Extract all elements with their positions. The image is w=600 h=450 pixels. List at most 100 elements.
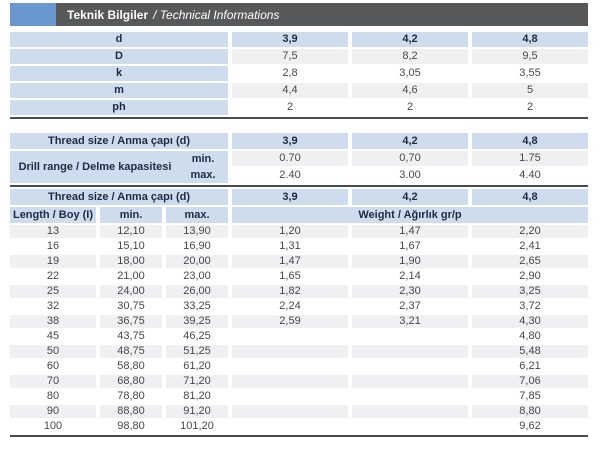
dimension-row: m 4,4 4,6 5 [10,83,588,98]
length-value: 32 [10,300,96,313]
weight-row: 50 48,75 51,25 5,48 [10,345,588,358]
length-max-value: 20,00 [166,255,228,268]
length-min-value: 78,80 [100,390,162,403]
dimension-value: 4,4 [232,83,348,98]
thread-size-row: Thread size / Anma çapı (d) 3,9 4,2 4,8 [10,133,588,149]
dimension-value: 2,8 [232,66,348,81]
dimension-value: 9,5 [472,49,588,64]
weight-row: 70 68,80 71,20 7,06 [10,375,588,388]
length-min-value: 88,80 [100,405,162,418]
weight-row: 45 43,75 46,25 4,80 [10,330,588,343]
length-max-value: 26,00 [166,285,228,298]
length-max-value: 39,25 [166,315,228,328]
weight-row: 90 88,80 91,20 8,80 [10,405,588,418]
length-value: 25 [10,285,96,298]
length-value: 22 [10,270,96,283]
length-value: 60 [10,360,96,373]
weight-value: 1,90 [352,255,468,268]
length-value: 38 [10,315,96,328]
thread-size-value: 4,2 [352,133,468,149]
weight-value [352,405,468,418]
dimension-value: 4,6 [352,83,468,98]
weight-row: 80 78,80 81,20 7,85 [10,390,588,403]
length-value: 45 [10,330,96,343]
length-min-value: 30,75 [100,300,162,313]
weight-row: 38 36,75 39,25 2,59 3,21 4,30 [10,315,588,328]
dimension-label: m [10,83,228,98]
dimension-row: k 2,8 3,05 3,55 [10,66,588,81]
length-max-value: 71,20 [166,375,228,388]
length-value: 19 [10,255,96,268]
weight-columns-row: Length / Boy (I) min. max. Weight / Ağır… [10,207,588,223]
section-gap [6,119,592,131]
weight-value: 1,82 [232,285,348,298]
weight-value [232,345,348,358]
weight-value [232,390,348,403]
dimension-value: 3,05 [352,66,468,81]
weight-value [232,375,348,388]
weight-value [352,390,468,403]
thread-size-value: 4,2 [352,189,468,205]
length-min-value: 12,10 [100,225,162,238]
length-min-value: 98,80 [100,420,162,433]
weight-value: 7,85 [472,390,588,403]
drill-range-label-cell: Drill range / Delme kapasitesi min. max. [10,151,228,183]
weight-value: 9,62 [472,420,588,433]
weight-value: 2,37 [352,300,468,313]
max-column-header: max. [166,207,228,223]
length-max-value: 16,90 [166,240,228,253]
thread-size-value: 4,8 [472,189,588,205]
dimensions-table: d 3,9 4,2 4,8 D 7,5 8,2 9,5 k 2,8 3,05 3… [6,30,592,117]
drill-min-value: 0.70 [232,151,348,166]
length-max-value: 46,25 [166,330,228,343]
weight-value: 1,20 [232,225,348,238]
weight-row: 60 58,80 61,20 6,21 [10,360,588,373]
dimension-value: 3,9 [232,32,348,47]
weight-value [352,360,468,373]
weight-value: 1,47 [352,225,468,238]
weight-value: 1,65 [232,270,348,283]
length-min-value: 68,80 [100,375,162,388]
weight-value [232,420,348,433]
thread-size-label: Thread size / Anma çapı (d) [10,133,228,149]
max-label: max. [190,168,216,181]
divider-line-middle [10,185,588,187]
length-max-value: 101,20 [166,420,228,433]
divider-line-bottom [10,435,588,437]
length-max-value: 33,25 [166,300,228,313]
title-turkish: Teknik Bilgiler [67,7,149,22]
thread-size-label: Thread size / Anma çapı (d) [10,189,228,205]
weight-value: 1,31 [232,240,348,253]
length-min-value: 58,80 [100,360,162,373]
drill-range-table: Thread size / Anma çapı (d) 3,9 4,2 4,8 … [6,131,592,185]
drill-max-value: 3.00 [352,168,468,183]
drill-min-row: Drill range / Delme kapasitesi min. max.… [10,151,588,183]
drill-max-value: 4.40 [472,168,588,183]
weight-value: 4,80 [472,330,588,343]
length-min-value: 36,75 [100,315,162,328]
min-label: min. [191,153,215,166]
weight-row: 19 18,00 20,00 1,47 1,90 2,65 [10,255,588,268]
dimension-label: k [10,66,228,81]
weight-value [352,345,468,358]
weight-value [232,330,348,343]
weight-value: 2,14 [352,270,468,283]
weight-value: 2,65 [472,255,588,268]
dimension-value: 3,55 [472,66,588,81]
weight-value: 5,48 [472,345,588,358]
weight-value: 2,30 [352,285,468,298]
page-title: Teknik Bilgiler / Technical Informations [56,3,588,26]
drill-max-value: 2.40 [232,168,348,183]
dimension-row: d 3,9 4,2 4,8 [10,32,588,47]
length-max-value: 61,20 [166,360,228,373]
weight-value: 1,47 [232,255,348,268]
weight-row: 13 12,10 13,90 1,20 1,47 2,20 [10,225,588,238]
drill-min-value: 1.75 [472,151,588,166]
length-max-value: 81,20 [166,390,228,403]
drill-range-label: Drill range / Delme kapasitesi [18,160,172,173]
weight-table: Thread size / Anma çapı (d) 3,9 4,2 4,8 … [6,187,592,435]
dimension-row: D 7,5 8,2 9,5 [10,49,588,64]
dimension-row: ph 2 2 2 [10,100,588,115]
weight-value: 6,21 [472,360,588,373]
